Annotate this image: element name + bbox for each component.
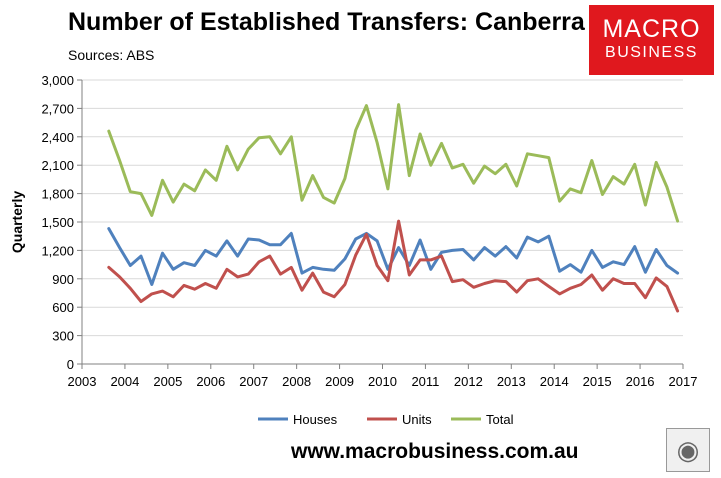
legend: Houses Units Total xyxy=(258,412,514,427)
x-tick-labels: 2003 2004 2005 2006 2007 2008 2009 2010 2011 2012… xyxy=(68,374,698,389)
y-tick-label: 600 xyxy=(52,300,74,315)
x-tick-label: 2017 xyxy=(669,374,698,389)
x-tick-label: 2007 xyxy=(239,374,268,389)
x-tick-label: 2004 xyxy=(110,374,139,389)
x-tick-label: 2009 xyxy=(325,374,354,389)
series-line-total xyxy=(107,103,680,223)
y-tick-label: 3,000 xyxy=(41,73,74,88)
y-tick-label: 2,100 xyxy=(41,158,74,173)
y-tick-label: 2,400 xyxy=(41,130,74,145)
legend-label-houses: Houses xyxy=(293,412,338,427)
y-tick-label: 1,500 xyxy=(41,215,74,230)
wolf-icon: ◉ xyxy=(666,428,710,472)
y-tick-labels: 0 300 600 900 1,200 1,500 1,800 2,100 2,400 2,700… xyxy=(41,73,74,372)
axes xyxy=(77,79,684,369)
logo-line-2: BUSINESS xyxy=(605,44,698,61)
x-tick-label: 2011 xyxy=(411,374,439,389)
x-tick-label: 2010 xyxy=(368,374,397,389)
x-tick-label: 2006 xyxy=(196,374,225,389)
x-tick-label: 2014 xyxy=(540,374,569,389)
y-tick-label: 0 xyxy=(67,357,74,372)
x-tick-label: 2015 xyxy=(583,374,612,389)
series-line-units xyxy=(107,219,680,313)
gridlines xyxy=(82,79,683,337)
legend-label-total: Total xyxy=(486,412,514,427)
x-tick-label: 2008 xyxy=(282,374,311,389)
x-tick-label: 2005 xyxy=(153,374,182,389)
chart-source: Sources: ABS xyxy=(68,47,155,63)
x-tick-label: 2012 xyxy=(454,374,483,389)
y-tick-label: 1,200 xyxy=(41,243,74,258)
series-lines xyxy=(107,103,680,313)
x-tick-label: 2003 xyxy=(68,374,97,389)
legend-label-units: Units xyxy=(402,412,432,427)
y-tick-label: 2,700 xyxy=(41,101,74,116)
y-tick-label: 900 xyxy=(52,272,74,287)
y-tick-label: 300 xyxy=(52,329,74,344)
y-tick-label: 1,800 xyxy=(41,187,74,202)
logo-line-1: MACRO xyxy=(602,15,701,43)
x-tick-label: 2013 xyxy=(497,374,526,389)
y-axis-label: Quarterly xyxy=(9,191,25,253)
x-tick-label: 2016 xyxy=(626,374,655,389)
macrobusiness-logo: MACRO BUSINESS xyxy=(589,5,714,75)
website-url[interactable]: www.macrobusiness.com.au xyxy=(291,440,579,463)
chart-title: Number of Established Transfers: Canberr… xyxy=(68,8,585,36)
